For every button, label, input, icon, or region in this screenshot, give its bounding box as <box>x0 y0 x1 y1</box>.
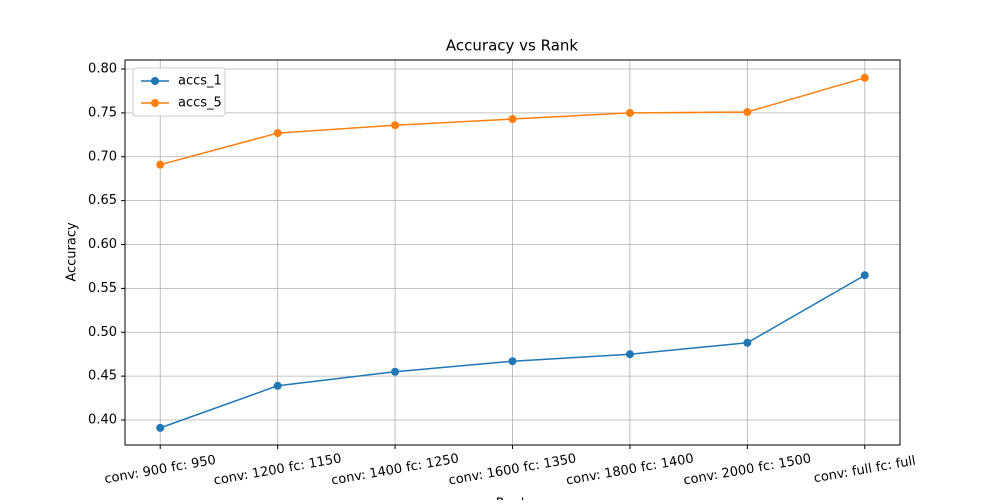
point <box>508 357 517 366</box>
legend-marker <box>151 99 159 107</box>
point <box>860 73 869 82</box>
x-axis-label: Rank <box>496 497 529 501</box>
legend-marker <box>151 77 159 85</box>
y-axis-label: Accuracy <box>65 222 80 282</box>
point <box>508 115 517 124</box>
point <box>273 381 282 390</box>
y-tick-label: 0.55 <box>88 281 117 296</box>
point <box>391 121 400 130</box>
legend-label: accs_1 <box>178 74 222 89</box>
y-tick-label: 0.50 <box>88 325 117 340</box>
plot-frame <box>124 59 901 446</box>
point <box>391 367 400 376</box>
point <box>743 338 752 347</box>
y-tick-label: 0.70 <box>88 149 117 164</box>
y-tick-label: 0.45 <box>88 369 117 384</box>
y-tick-label: 0.65 <box>88 193 117 208</box>
y-tick-label: 0.40 <box>88 412 117 427</box>
legend-label: accs_5 <box>178 96 222 111</box>
point <box>743 108 752 117</box>
point <box>273 129 282 138</box>
point <box>156 160 165 169</box>
chart-title: Accuracy vs Rank <box>446 37 579 55</box>
y-tick-label: 0.75 <box>88 105 117 120</box>
point <box>860 271 869 280</box>
y-tick-label: 0.80 <box>88 62 117 77</box>
point <box>625 350 634 359</box>
point <box>625 108 634 117</box>
point <box>156 423 165 432</box>
y-tick-label: 0.60 <box>88 237 117 252</box>
